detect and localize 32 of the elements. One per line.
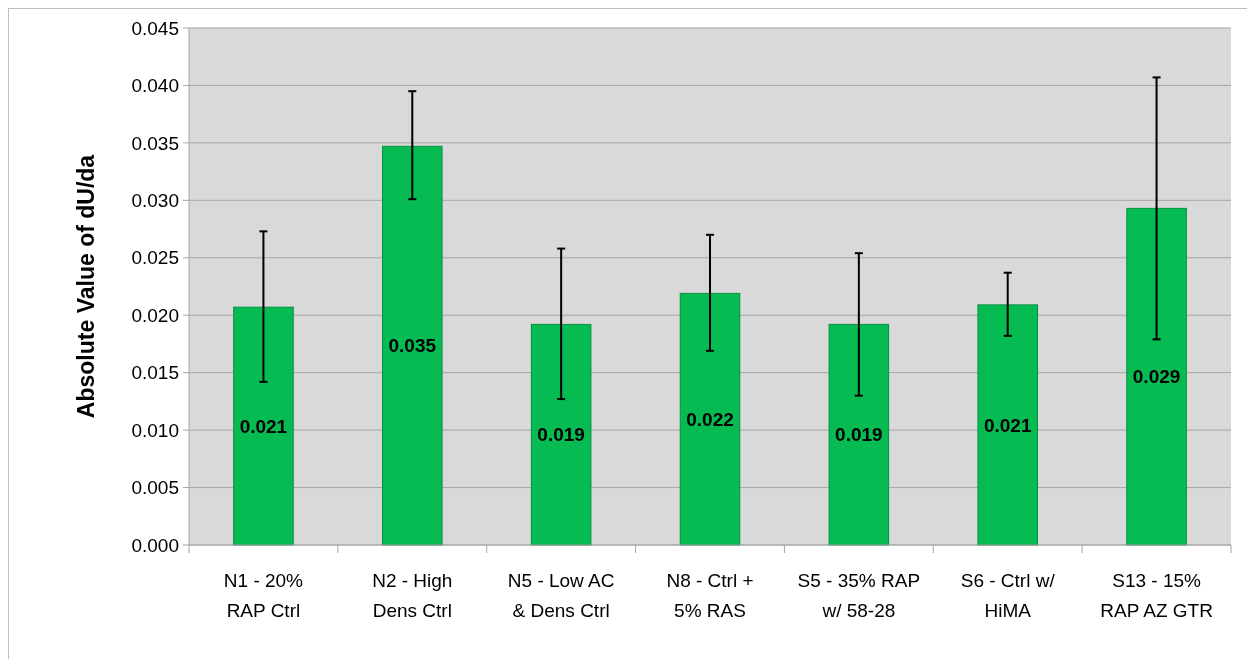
y-tick-label: 0.040	[131, 75, 179, 97]
y-axis-title: Absolute Value of dU/da	[73, 154, 99, 419]
bar	[1126, 207, 1187, 546]
data-label: 0.022	[686, 408, 734, 430]
data-label: 0.019	[835, 424, 883, 446]
bar	[828, 323, 890, 546]
y-tick-label: 0.020	[131, 304, 179, 326]
y-tick-label: 0.015	[131, 362, 179, 384]
bar	[679, 292, 741, 546]
bar	[233, 306, 294, 546]
x-tick-label: S5 - 35% RAP w/ 58-28	[797, 570, 921, 621]
x-tick-label: N8 - Ctrl + 5% RAS	[666, 570, 754, 621]
x-tick-label: N1 - 20% RAP Ctrl	[223, 570, 304, 621]
y-tick-label: 0.030	[131, 189, 179, 211]
x-tick-label: N5 - Low AC & Dens Ctrl	[507, 570, 615, 621]
x-tick-label: N2 - High Dens Ctrl	[372, 570, 453, 621]
y-tick-label: 0.045	[131, 17, 179, 39]
y-tick-label: 0.000	[131, 534, 179, 556]
data-label: 0.019	[537, 424, 585, 446]
data-label: 0.029	[1132, 366, 1181, 388]
y-tick-label: 0.025	[131, 247, 179, 269]
bar	[382, 145, 443, 546]
x-tick-label: S6 - Ctrl w/ HiMA	[960, 570, 1056, 621]
y-tick-label: 0.005	[131, 477, 179, 499]
y-tick-label: 0.010	[131, 419, 179, 441]
bar	[977, 304, 1038, 546]
x-tick-label: S13 - 15% RAP AZ GTR	[1100, 570, 1213, 621]
bar	[530, 323, 592, 546]
data-label: 0.021	[983, 414, 1032, 436]
data-label: 0.021	[239, 415, 288, 437]
data-label: 0.035	[388, 335, 437, 357]
y-tick-label: 0.035	[131, 132, 179, 154]
